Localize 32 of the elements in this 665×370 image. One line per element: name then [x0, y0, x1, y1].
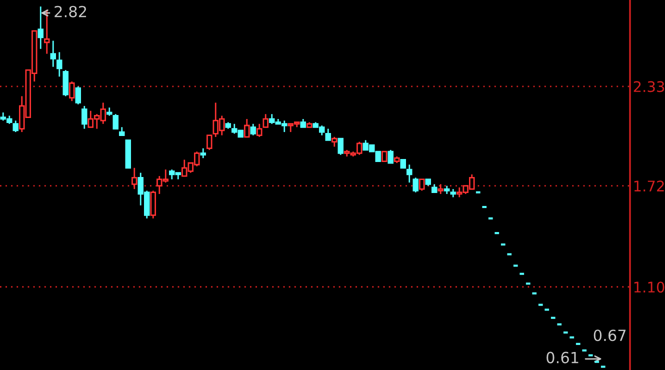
candlestick — [244, 118, 250, 138]
candlestick — [418, 178, 425, 192]
candlestick — [200, 148, 206, 159]
annotation: 0.61 — [546, 352, 578, 364]
candlestick — [250, 123, 256, 136]
candlestick — [388, 149, 394, 164]
annotation: 0.67 — [594, 330, 626, 342]
candlestick — [406, 164, 412, 184]
y-tick-label: 2.33 — [634, 81, 664, 92]
candlestick — [150, 190, 156, 220]
candlestick — [50, 40, 56, 68]
candlestick — [206, 134, 212, 151]
candlestick — [262, 113, 269, 128]
candlestick — [38, 6, 44, 50]
candlestick — [438, 183, 444, 195]
candlestick — [381, 150, 388, 162]
y-tick-label: 1.72 — [634, 180, 664, 192]
candlestick — [131, 167, 138, 190]
candlestick — [56, 51, 62, 78]
candlestick — [62, 69, 69, 97]
candlestick — [331, 136, 338, 148]
annotation: 2.82 — [54, 6, 86, 18]
candlestick — [81, 105, 88, 130]
y-tick-label: 1.10 — [634, 282, 664, 293]
candlestick — [75, 86, 82, 106]
candlestick — [412, 176, 419, 194]
candlestick — [12, 120, 19, 133]
candlestick — [338, 138, 344, 156]
candlestick — [112, 113, 119, 130]
candlestick — [256, 123, 262, 138]
candlestick — [68, 80, 75, 102]
candlestick — [325, 128, 332, 141]
